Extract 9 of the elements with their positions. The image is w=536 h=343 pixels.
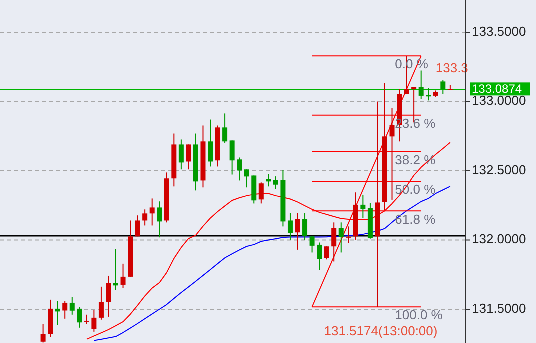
y-tick-label: 132.5000 (472, 162, 526, 178)
annotation: 131.5174(13:00:00) (324, 324, 438, 339)
y-tick-label: 132.0000 (472, 232, 526, 247)
y-tick-label: 133.5000 (472, 24, 526, 39)
annotation: 61.8 % (395, 212, 436, 227)
y-tick-label: 131.5000 (472, 300, 526, 316)
y-tick-label: 133.0000 (472, 93, 526, 108)
annotation: 100.0 % (395, 308, 444, 323)
ref-line-label: 133.0874 (472, 82, 522, 96)
